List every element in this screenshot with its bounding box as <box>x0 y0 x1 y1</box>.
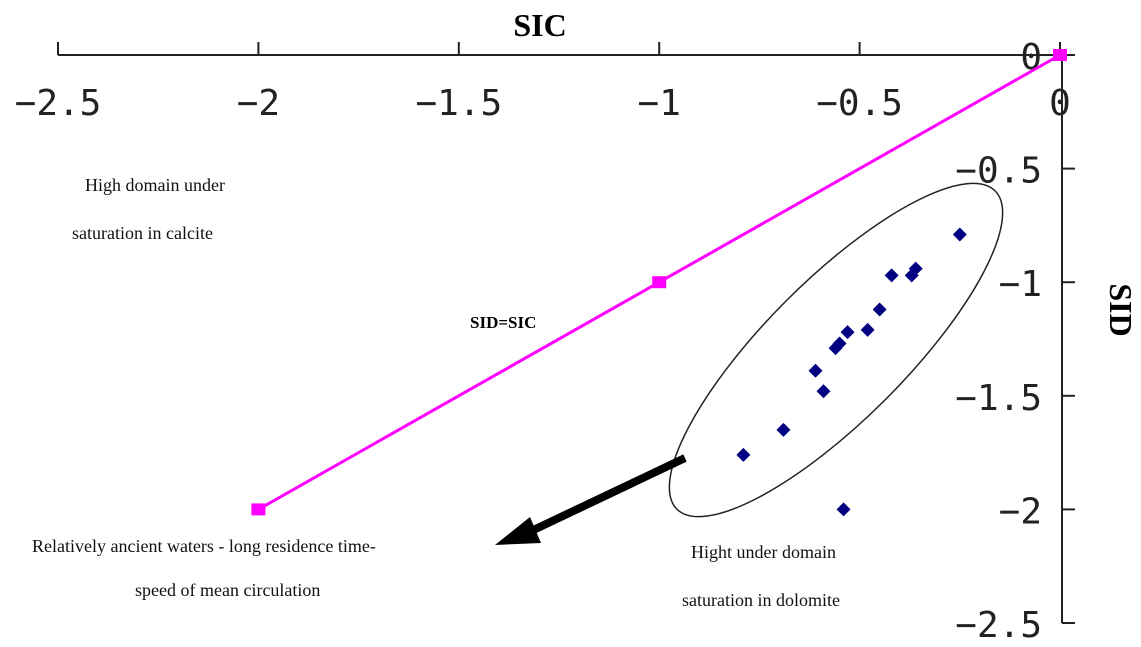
x-tick-label: 0 <box>1049 83 1071 124</box>
reference-line <box>251 49 1067 516</box>
y-tick-label: −2 <box>999 491 1042 532</box>
x-tick-label: −2 <box>237 83 280 124</box>
x-tick-label: −2.5 <box>15 83 102 124</box>
reference-line-marker <box>251 503 266 516</box>
data-point <box>736 447 751 462</box>
data-point <box>884 268 899 283</box>
arrow-head <box>495 517 541 545</box>
y-tick-label: −0.5 <box>955 151 1042 192</box>
annotation-calcite-1: High domain under <box>85 175 225 195</box>
data-points <box>736 227 967 517</box>
y-axis-title: SID <box>1103 283 1139 336</box>
x-tick-label: −0.5 <box>816 83 903 124</box>
data-point <box>776 422 791 437</box>
annotation-ancient-1: Relatively ancient waters - long residen… <box>32 536 376 556</box>
data-point <box>840 325 855 340</box>
y-tick-label: −1.5 <box>955 378 1042 419</box>
arrow-line <box>523 454 687 538</box>
y-tick-label: −2.5 <box>955 605 1042 646</box>
data-point <box>828 341 843 356</box>
annotation-calcite-2: saturation in calcite <box>72 223 213 243</box>
data-point <box>816 384 831 399</box>
y-axis-ticks: 0−0.5 −1 −1.5 −2 −2.5 <box>955 37 1075 646</box>
y-tick-label: −1 <box>999 264 1042 305</box>
reference-line-marker <box>1053 49 1067 61</box>
data-point <box>860 322 875 337</box>
data-point <box>952 227 967 242</box>
x-tick-label: −1 <box>638 83 681 124</box>
data-point <box>808 363 823 378</box>
reference-line-label: SID=SIC <box>470 313 536 332</box>
data-point <box>836 502 851 517</box>
cluster-ellipse <box>668 182 1004 518</box>
annotation-dolomite-1: Hight under domain <box>691 542 836 562</box>
annotation-dolomite-2: saturation in dolomite <box>682 590 840 610</box>
reference-line-marker <box>652 276 667 289</box>
x-axis-title: SIC <box>513 7 566 43</box>
data-point <box>904 268 919 283</box>
data-point <box>872 302 887 317</box>
x-tick-label: −1.5 <box>415 83 502 124</box>
annotation-ancient-2: speed of mean circulation <box>135 580 320 600</box>
